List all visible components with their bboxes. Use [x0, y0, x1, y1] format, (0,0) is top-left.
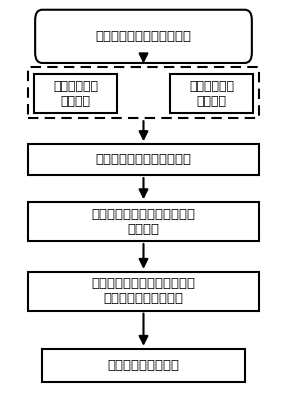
- Text: 有轨电车运行
动态信息: 有轨电车运行 动态信息: [189, 80, 234, 107]
- Text: 有轨电车运行
静态信息: 有轨电车运行 静态信息: [53, 80, 98, 107]
- Text: 计算有轨电车交叉口停车等待
绿灯时间: 计算有轨电车交叉口停车等待 绿灯时间: [92, 208, 195, 236]
- Text: 确定检测器、停靠站点、上游
相邻交叉口的位置关系: 确定检测器、停靠站点、上游 相邻交叉口的位置关系: [92, 278, 195, 305]
- Text: 采集有轨电车运行基本信息: 采集有轨电车运行基本信息: [96, 30, 191, 43]
- FancyBboxPatch shape: [28, 203, 259, 241]
- FancyBboxPatch shape: [28, 144, 259, 175]
- Text: 检测器布设位置设计: 检测器布设位置设计: [108, 359, 179, 372]
- Text: 划分有轨电车到达时刻区间: 划分有轨电车到达时刻区间: [96, 153, 191, 166]
- FancyBboxPatch shape: [34, 74, 117, 113]
- FancyBboxPatch shape: [42, 349, 245, 381]
- FancyBboxPatch shape: [35, 10, 252, 63]
- FancyBboxPatch shape: [28, 272, 259, 311]
- FancyBboxPatch shape: [170, 74, 253, 113]
